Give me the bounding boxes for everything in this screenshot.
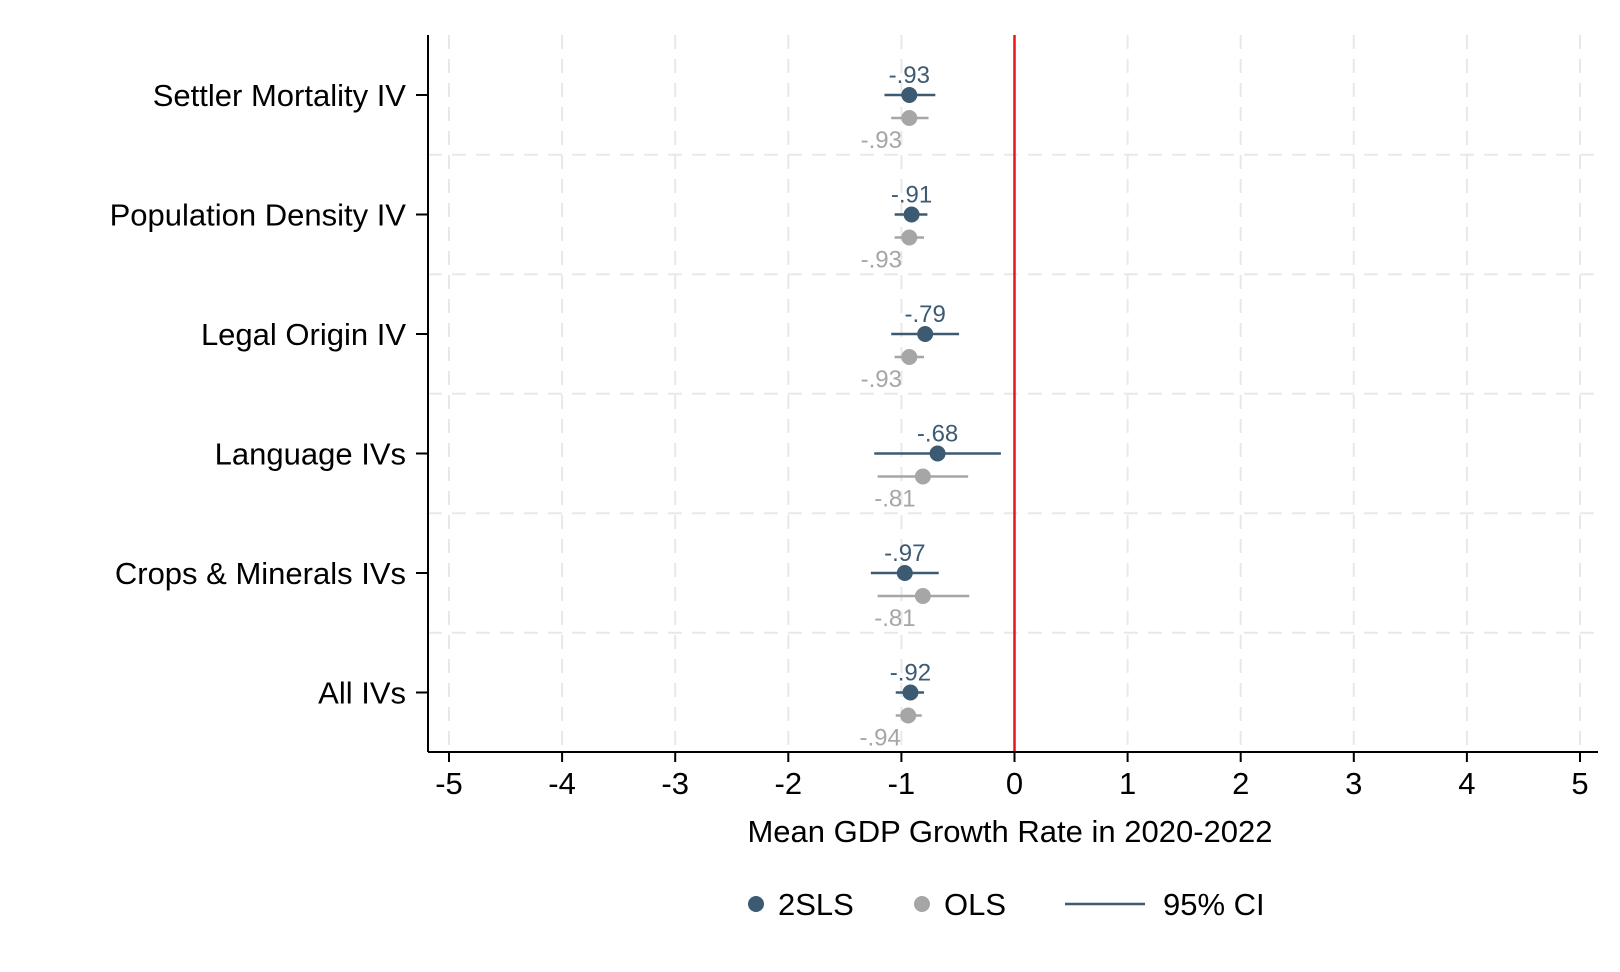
axes: -5 -4 -3 -2 -1 0 1 2 3 4 5 Settler Mortality IV Popu… <box>110 35 1598 801</box>
legend-marker-ols <box>914 896 930 912</box>
point-ols <box>901 229 918 246</box>
x-tick-label: 5 <box>1571 766 1588 801</box>
x-axis-title: Mean GDP Growth Rate in 2020-2022 <box>747 814 1272 849</box>
x-tick-label: -5 <box>435 766 463 801</box>
data-marks: -.93 -.91 -.79 -.68 -.97 -.92 -.93 -.93 -.93 -.81… <box>860 62 1001 752</box>
legend-label-ols: OLS <box>944 887 1006 922</box>
category-label: All IVs <box>318 676 406 711</box>
data-label-ols: -.94 <box>860 725 901 752</box>
data-label-ols: -.93 <box>861 127 902 154</box>
category-label: Settler Mortality IV <box>153 78 407 113</box>
category-label: Language IVs <box>215 437 406 472</box>
x-tick-label: 4 <box>1458 766 1475 801</box>
point-ols <box>900 707 917 724</box>
x-tick-label: 1 <box>1119 766 1136 801</box>
point-2sls <box>929 445 946 462</box>
point-2sls <box>903 206 920 223</box>
point-2sls <box>896 565 913 581</box>
x-tick-label: 0 <box>1006 766 1023 801</box>
category-label: Population Density IV <box>110 198 407 233</box>
data-label-2sls: -.93 <box>889 62 930 89</box>
point-2sls <box>902 684 919 701</box>
point-ols <box>901 110 918 126</box>
legend-marker-2sls <box>748 896 764 912</box>
legend-label-2sls: 2SLS <box>778 887 854 922</box>
x-tick-label: -4 <box>548 766 576 801</box>
data-label-2sls: -.97 <box>884 540 925 567</box>
x-tick-label: -2 <box>775 766 803 801</box>
data-label-2sls: -.79 <box>904 301 945 328</box>
point-2sls <box>917 326 934 342</box>
point-ols <box>901 349 918 365</box>
x-tick-label: 2 <box>1232 766 1249 801</box>
data-label-ols: -.93 <box>861 366 902 393</box>
category-label: Legal Origin IV <box>201 317 406 352</box>
category-label: Crops & Minerals IVs <box>115 556 406 591</box>
data-label-ols: -.93 <box>861 247 902 274</box>
data-label-2sls: -.91 <box>891 182 932 209</box>
x-tick-label: -1 <box>888 766 916 801</box>
data-label-ols: -.81 <box>874 605 915 632</box>
grid <box>428 35 1598 752</box>
legend: 2SLS OLS 95% CI <box>748 887 1265 922</box>
x-tick-label: -3 <box>661 766 689 801</box>
legend-label-ci: 95% CI <box>1163 887 1265 922</box>
data-label-2sls: -.68 <box>917 421 958 448</box>
point-ols <box>914 588 931 604</box>
point-2sls <box>901 87 918 103</box>
x-tick-label: 3 <box>1345 766 1362 801</box>
data-label-2sls: -.92 <box>890 660 931 687</box>
point-ols <box>914 468 931 485</box>
data-label-ols: -.81 <box>874 486 915 513</box>
